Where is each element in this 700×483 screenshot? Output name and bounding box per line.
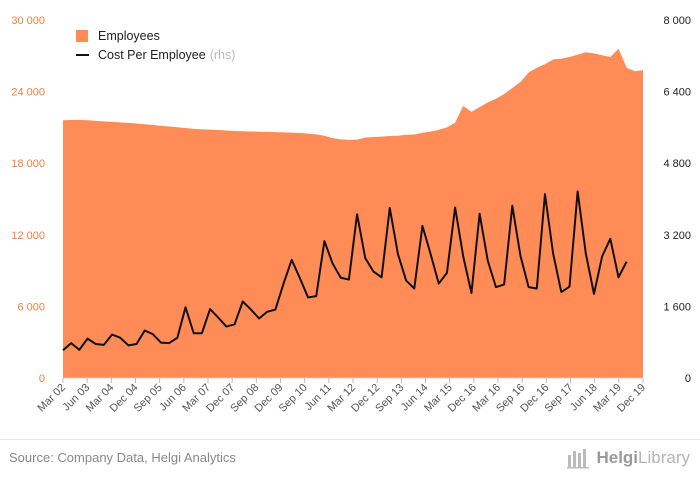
- right-axis-tick-label: 1 600: [663, 301, 691, 313]
- brand-library: Library: [638, 448, 690, 467]
- chart-canvas: 0 6 000 12 000 18 000 24 000 30 000 0 1 600 3 2…: [11, 15, 691, 415]
- legend: Employees Cost Per Employee (rhs): [76, 29, 235, 62]
- left-axis-tick-label: 18 000: [11, 158, 45, 170]
- employees-area: [63, 48, 643, 378]
- right-axis-tick-label: 0: [685, 373, 691, 385]
- helgi-library-logo-icon: [567, 449, 590, 469]
- legend-label-employees: Employees: [98, 29, 160, 43]
- legend-label-cost-per-employee: Cost Per Employee (rhs): [98, 48, 235, 62]
- left-axis-tick-label: 0: [39, 373, 45, 385]
- cost-per-employee-line: [62, 190, 628, 352]
- left-axis-tick-label: 24 000: [11, 87, 45, 99]
- left-axis: 0 6 000 12 000 18 000 24 000 30 000: [11, 15, 45, 385]
- legend-label-cost-per-employee-text: Cost Per Employee: [98, 48, 206, 62]
- employees-area-layer: [63, 48, 643, 378]
- helgi-library-brand: Helgi Library: [566, 447, 690, 469]
- footer-divider: [0, 439, 700, 440]
- right-axis-tick-label: 8 000: [663, 15, 691, 27]
- brand-helgi: Helgi: [596, 448, 639, 467]
- right-axis-tick-label: 3 200: [663, 230, 691, 242]
- left-axis-tick-label: 6 000: [17, 301, 45, 313]
- source-note: Source: Company Data, Helgi Analytics: [9, 450, 236, 465]
- x-axis-tick-label: Mar 02: [35, 382, 68, 415]
- cost-per-employee-line-layer: [62, 190, 628, 352]
- right-axis-tick-label: 4 800: [663, 158, 691, 170]
- right-axis: 0 1 600 3 200 4 800 6 400 8 000: [663, 15, 691, 385]
- left-axis-tick-label: 12 000: [11, 230, 45, 242]
- legend-swatch-employees: [76, 30, 88, 42]
- right-axis-tick-label: 6 400: [663, 87, 691, 99]
- legend-label-rhs-suffix: (rhs): [210, 48, 236, 62]
- left-axis-tick-label: 30 000: [11, 15, 45, 27]
